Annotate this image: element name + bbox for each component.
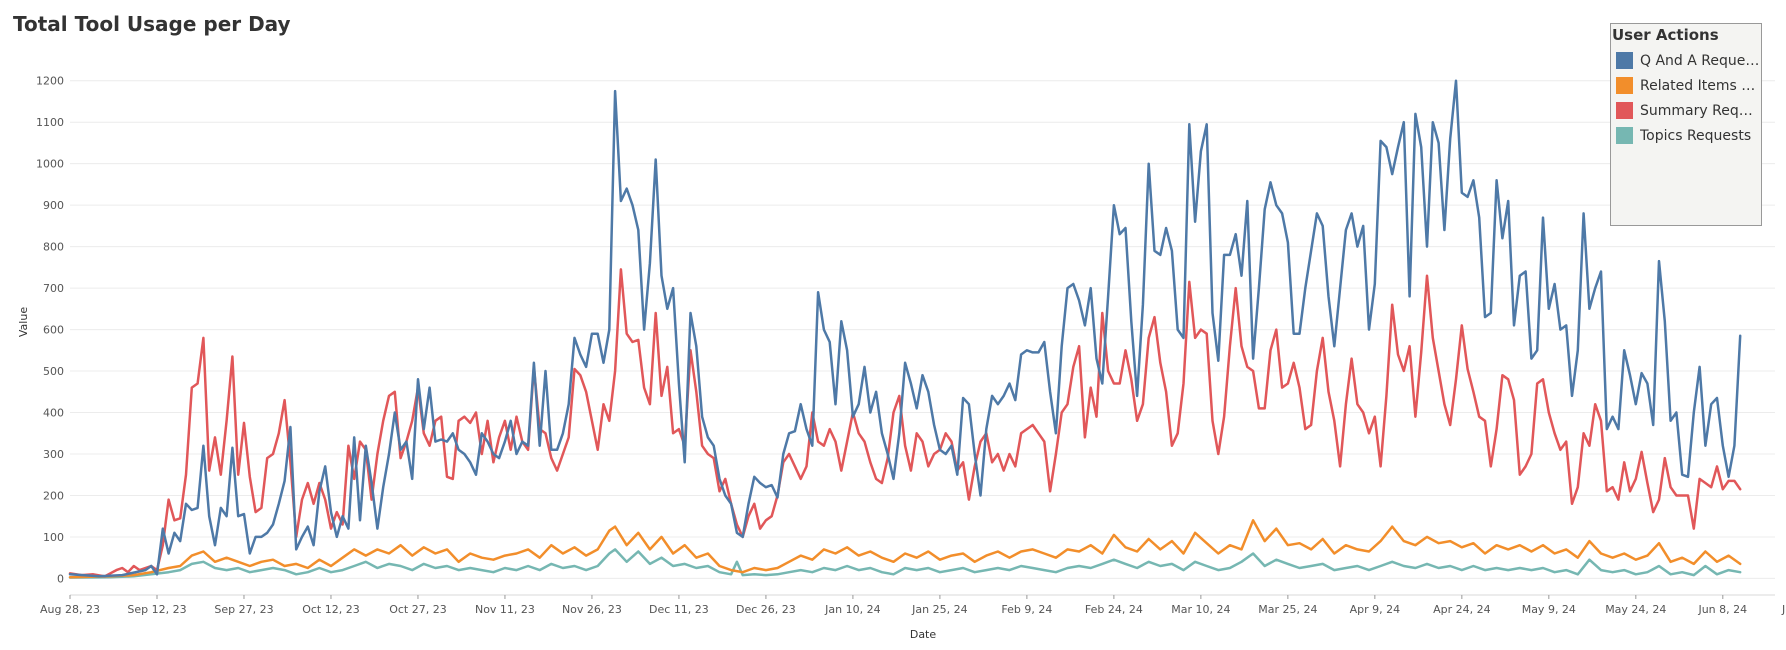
- x-tick-label: Sep 12, 23: [127, 603, 186, 616]
- chart-title: Total Tool Usage per Day: [13, 12, 291, 36]
- series-lines: [68, 79, 1742, 579]
- x-tick-label: Feb 24, 24: [1085, 603, 1143, 616]
- legend-label: Summary Requ...: [1640, 102, 1760, 119]
- x-tick-label: May 9, 24: [1522, 603, 1576, 616]
- series-line-summary-requests: [68, 268, 1742, 578]
- x-tick-label: Aug 28, 23: [40, 603, 100, 616]
- y-tick-label: 600: [43, 324, 64, 337]
- legend-items: Q And A Requests Related Items R... Summar…: [1611, 48, 1761, 148]
- x-tick-label: Mar 10, 24: [1171, 603, 1230, 616]
- y-tick-label: 1000: [36, 158, 64, 171]
- x-tick-label: Feb 9, 24: [1001, 603, 1052, 616]
- y-tick-label: 0: [57, 572, 64, 585]
- x-tick-label: Jun 23, 24: [1781, 603, 1786, 616]
- x-axis: Aug 28, 23 Sep 12, 23 Sep 27, 23 Oct 12, 23…: [40, 595, 1786, 616]
- x-tick-label: Apr 9, 24: [1350, 603, 1401, 616]
- x-tick-label: Mar 25, 24: [1258, 603, 1317, 616]
- y-tick-label: 1200: [36, 75, 64, 88]
- x-tick-label: Nov 26, 23: [562, 603, 622, 616]
- y-tick-label: 1100: [36, 116, 64, 129]
- y-tick-label: 900: [43, 199, 64, 212]
- y-tick-label: 200: [43, 489, 64, 502]
- legend-label: Related Items R...: [1640, 77, 1760, 94]
- legend-title: User Actions: [1612, 26, 1719, 44]
- x-tick-label: Apr 24, 24: [1433, 603, 1491, 616]
- y-axis: 0 100 200 300 400 500 600 700 800 900 1000 1100 1200: [36, 75, 64, 586]
- y-axis-title: Value: [17, 307, 30, 337]
- x-tick-label: Oct 12, 23: [302, 603, 360, 616]
- legend-item[interactable]: Summary Requ...: [1611, 98, 1761, 123]
- legend-label: Q And A Requests: [1640, 52, 1760, 69]
- legend: User Actions Q And A Requests Related Ite…: [1610, 23, 1762, 226]
- y-tick-label: 800: [43, 241, 64, 254]
- legend-item[interactable]: Related Items R...: [1611, 73, 1761, 98]
- x-tick-label: Dec 26, 23: [736, 603, 796, 616]
- y-tick-label: 300: [43, 448, 64, 461]
- x-tick-label: Dec 11, 23: [649, 603, 709, 616]
- x-tick-label: May 24, 24: [1605, 603, 1666, 616]
- legend-item[interactable]: Q And A Requests: [1611, 48, 1761, 73]
- legend-swatch: [1616, 52, 1633, 69]
- series-line-topics-requests: [68, 548, 1742, 579]
- legend-swatch: [1616, 127, 1633, 144]
- x-tick-label: Sep 27, 23: [214, 603, 273, 616]
- x-tick-label: Jan 10, 24: [824, 603, 880, 616]
- gridlines: [70, 80, 1775, 596]
- series-line-q-and-a-requests: [68, 79, 1742, 578]
- x-tick-label: Nov 11, 23: [475, 603, 535, 616]
- x-tick-label: Jan 25, 24: [911, 603, 967, 616]
- y-tick-label: 400: [43, 407, 64, 420]
- legend-swatch: [1616, 102, 1633, 119]
- x-axis-title: Date: [910, 628, 937, 641]
- x-tick-label: Jun 8, 24: [1697, 603, 1747, 616]
- legend-swatch: [1616, 77, 1633, 94]
- series-line-related-items-requests: [68, 519, 1742, 579]
- y-tick-label: 700: [43, 282, 64, 295]
- y-tick-label: 500: [43, 365, 64, 378]
- x-tick-label: Oct 27, 23: [389, 603, 447, 616]
- legend-item[interactable]: Topics Requests: [1611, 123, 1761, 148]
- legend-label: Topics Requests: [1640, 127, 1752, 144]
- y-tick-label: 100: [43, 531, 64, 544]
